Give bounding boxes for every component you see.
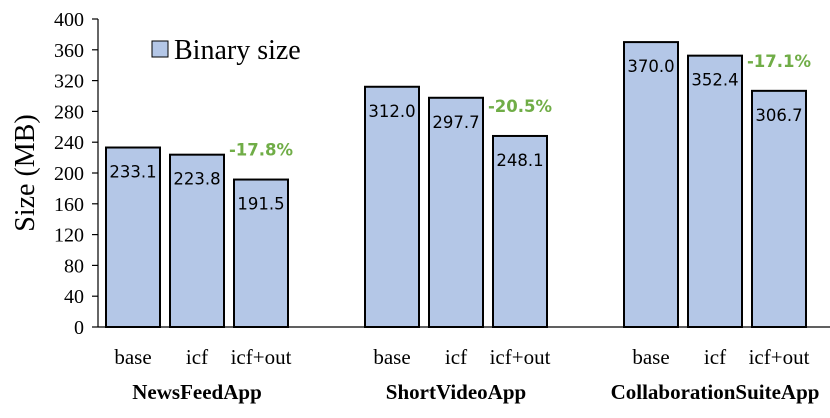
category-label: icf <box>445 345 467 369</box>
data-label: 306.7 <box>755 106 802 125</box>
bar-NewsFeedApp-icf <box>169 153 225 328</box>
y-tick-label: 80 <box>64 255 84 277</box>
bars <box>105 41 807 329</box>
category-label: base <box>114 345 151 369</box>
y-tick-label: 40 <box>64 286 84 308</box>
bar-CollaborationSuiteApp-base <box>623 41 679 328</box>
data-label: 223.8 <box>173 170 220 189</box>
bar-CollaborationSuiteApp-icf <box>687 54 743 328</box>
reduction-label: -17.8% <box>229 141 294 160</box>
bar-NewsFeedApp-icf+out <box>233 178 289 328</box>
data-label: 312.0 <box>368 102 415 121</box>
bar-CollaborationSuiteApp-icf+out <box>751 89 807 328</box>
data-label: 248.1 <box>496 151 543 170</box>
category-label: icf+out <box>231 345 292 369</box>
reduction-label: -20.5% <box>488 97 553 116</box>
bar-ShortVideoApp-icf+out <box>492 134 548 328</box>
labels: 233.1 base 223.8 icf 191.5 icf+out -17.8% NewsF… <box>109 52 819 404</box>
y-tick-label: 240 <box>54 132 84 154</box>
group-label: CollaborationSuiteApp <box>611 380 820 404</box>
data-label: 352.4 <box>691 71 738 90</box>
data-label: 191.5 <box>237 195 284 214</box>
bar-NewsFeedApp-base <box>105 146 161 328</box>
y-tick-label: 360 <box>54 40 84 62</box>
category-label: base <box>373 345 410 369</box>
legend-label: Binary size <box>174 35 301 66</box>
axes: 0 40 80 120 160 200 240 280 320 360 400 <box>54 9 830 339</box>
y-tick-label: 400 <box>54 9 84 31</box>
legend-swatch <box>151 40 169 58</box>
data-label: 370.0 <box>627 57 674 76</box>
category-label: icf <box>186 345 208 369</box>
y-tick-label: 320 <box>54 71 84 93</box>
data-label: 297.7 <box>432 113 479 132</box>
data-label: 233.1 <box>109 163 156 182</box>
category-label: base <box>632 345 669 369</box>
bar-ShortVideoApp-icf <box>428 96 484 329</box>
y-tick-label: 280 <box>54 101 84 123</box>
y-tick-label: 200 <box>54 163 84 185</box>
group-label: ShortVideoApp <box>386 380 526 404</box>
category-label: icf+out <box>749 345 810 369</box>
y-tick-label: 0 <box>74 317 84 339</box>
group-label: NewsFeedApp <box>132 380 262 404</box>
reduction-label: -17.1% <box>747 52 812 71</box>
bar-ShortVideoApp-base <box>364 85 420 329</box>
y-axis-title: Size (MB) <box>10 114 41 231</box>
legend: Binary size <box>151 35 301 66</box>
y-tick-label: 160 <box>54 194 84 216</box>
category-label: icf+out <box>490 345 551 369</box>
y-tick-label: 120 <box>54 225 84 247</box>
category-label: icf <box>704 345 726 369</box>
